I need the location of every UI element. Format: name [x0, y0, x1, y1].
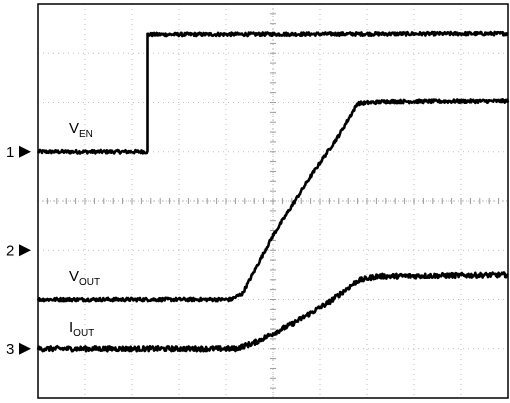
trace-iout: [36, 271, 509, 353]
plot-frame: [37, 3, 509, 399]
graticule: [37, 3, 509, 399]
channel-marker-2-arrow-icon: [19, 244, 31, 257]
trace-vout: [36, 98, 510, 303]
label-vout: VOUT: [69, 268, 100, 288]
label-ven: VEN: [69, 120, 93, 140]
label-iout: IOUT: [69, 319, 94, 339]
channel-markers: 1 2 3: [6, 144, 31, 358]
channel-marker-1: 1: [6, 144, 14, 161]
channel-marker-1-arrow-icon: [19, 145, 31, 158]
channel-marker-2: 2: [6, 242, 14, 259]
channel-marker-3-arrow-icon: [19, 342, 31, 355]
traces: [36, 30, 510, 353]
trace-ven: [36, 30, 509, 155]
channel-marker-3: 3: [6, 341, 14, 358]
